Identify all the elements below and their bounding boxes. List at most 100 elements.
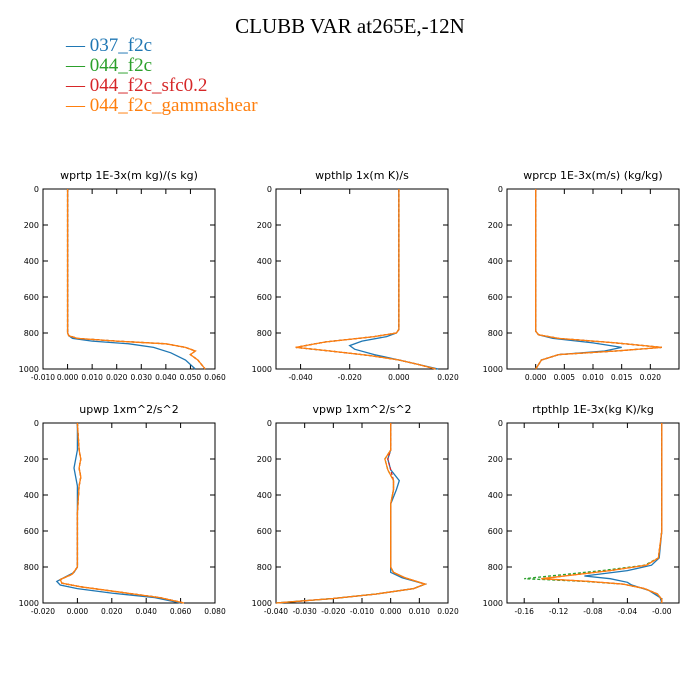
x-tick-label: -0.00 — [652, 607, 672, 616]
y-tick-label: 600 — [24, 527, 39, 536]
y-tick-label: 200 — [488, 455, 503, 464]
legend-item-037-f2c: — 037_f2c — [66, 35, 153, 56]
legend-label: 044_f2c — [89, 55, 153, 76]
y-tick-label: 800 — [24, 563, 39, 572]
legend: — 037_f2c — 044_f2c — 044_f2c_sfc0.2 — 0… — [66, 36, 258, 116]
series-line-044_f2c — [524, 423, 663, 603]
x-tick-label: 0.020 — [106, 373, 128, 382]
x-tick-label: 0.000 — [67, 607, 89, 616]
y-tick-label: 400 — [257, 491, 272, 500]
y-tick-label: 200 — [24, 455, 39, 464]
series-line-044_f2c_sfc0.2 — [295, 189, 436, 370]
y-tick-label: 800 — [24, 329, 39, 338]
x-tick-label: 0.040 — [135, 607, 157, 616]
y-tick-label: 400 — [488, 257, 503, 266]
series-line-044_f2c — [275, 423, 428, 604]
plot-frame — [42, 422, 216, 604]
series-line-044_f2c — [295, 189, 436, 370]
x-tick-label: 0.040 — [155, 373, 177, 382]
series-line-037_f2c — [584, 423, 663, 604]
legend-item-044-f2c: — 044_f2c — [66, 55, 153, 76]
panel-title: rtpthlp 1E-3x(kg K)/kg — [532, 403, 654, 416]
x-tick-label: 0.000 — [388, 373, 410, 382]
x-tick-label: 0.000 — [57, 373, 79, 382]
y-tick-label: 800 — [488, 329, 503, 338]
series-line-044_f2c_gammashear — [66, 189, 206, 370]
series-line-044_f2c_gammashear — [59, 422, 185, 604]
panel-2: wpthlp 1x(m K)/s 0 200 400 600 800 1000 -0.040 -… — [252, 169, 459, 382]
x-tick-label: 0.020 — [101, 607, 123, 616]
x-tick-label: 0.080 — [204, 607, 226, 616]
series-line-044_f2c_gammashear — [535, 189, 662, 370]
x-tick-label: 0.060 — [204, 373, 226, 382]
panel-title: wprtp 1E-3x(m kg)/(s kg) — [60, 169, 198, 182]
x-tick-label: -0.020 — [321, 607, 345, 616]
series-line-037_f2c — [348, 189, 439, 370]
series-line-044_f2c_sfc0.2 — [275, 423, 428, 604]
plot-frame — [275, 188, 449, 370]
y-tick-label: 0 — [34, 419, 39, 428]
y-tick-label: 600 — [488, 527, 503, 536]
panel-title: wprcp 1E-3x(m/s) (kg/kg) — [523, 169, 662, 182]
x-tick-label: 0.010 — [409, 607, 431, 616]
x-tick-label: -0.020 — [338, 373, 362, 382]
y-tick-label: 800 — [257, 563, 272, 572]
panel-title: vpwp 1xm^2/s^2 — [312, 403, 411, 416]
x-tick-label: 0.000 — [525, 373, 547, 382]
x-tick-label: 0.005 — [554, 373, 576, 382]
y-tick-label: 0 — [498, 185, 503, 194]
y-tick-label: 1000 — [483, 365, 503, 374]
x-tick-label: 0.010 — [81, 373, 103, 382]
x-tick-label: -0.030 — [293, 607, 317, 616]
x-tick-label: -0.040 — [288, 373, 312, 382]
x-tick-label: -0.16 — [514, 607, 534, 616]
plot-frame — [506, 188, 680, 370]
figure-title: CLUBB VAR at265E,-12N — [235, 14, 465, 38]
y-tick-label: 1000 — [252, 599, 272, 608]
y-tick-label: 200 — [257, 455, 272, 464]
legend-label: 044_f2c_sfc0.2 — [89, 75, 208, 96]
legend-item-044-f2c-sfc0.2: — 044_f2c_sfc0.2 — [66, 75, 208, 96]
x-tick-label: -0.010 — [31, 373, 55, 382]
y-tick-label: 600 — [257, 293, 272, 302]
x-tick-label: 0.050 — [180, 373, 202, 382]
y-tick-label: 0 — [498, 419, 503, 428]
y-tick-label: 0 — [267, 419, 272, 428]
x-tick-label: -0.020 — [31, 607, 55, 616]
y-tick-label: 400 — [257, 257, 272, 266]
y-tick-label: 200 — [488, 221, 503, 230]
series-line-037_f2c — [55, 423, 181, 604]
series-line-044_f2c_gammashear — [541, 423, 663, 603]
y-tick-label: 600 — [488, 293, 503, 302]
y-tick-label: 800 — [488, 563, 503, 572]
x-tick-label: 0.020 — [437, 373, 459, 382]
y-tick-label: 400 — [24, 491, 39, 500]
y-tick-label: 1000 — [252, 365, 272, 374]
x-tick-label: 0.020 — [437, 607, 459, 616]
x-tick-label: -0.04 — [618, 607, 638, 616]
panel-3: wprcp 1E-3x(m/s) (kg/kg) 0 200 400 600 800 100… — [483, 169, 680, 382]
x-tick-label: -0.12 — [549, 607, 569, 616]
y-tick-label: 400 — [24, 257, 39, 266]
panel-title: upwp 1xm^2/s^2 — [79, 403, 179, 416]
plot-frame — [275, 422, 449, 604]
legend-label: 044_f2c_gammashear — [89, 95, 258, 116]
x-tick-label: -0.040 — [264, 607, 288, 616]
panel-4: upwp 1xm^2/s^2 0 200 400 600 800 1000-0.020 0.0… — [19, 403, 226, 616]
x-tick-label: 0.030 — [131, 373, 153, 382]
y-tick-label: 0 — [267, 185, 272, 194]
legend-label: 037_f2c — [89, 35, 153, 56]
panel-6: rtpthlp 1E-3x(kg K)/kg 0 200 400 600 800 1000 -… — [483, 403, 680, 616]
x-tick-label: -0.010 — [350, 607, 374, 616]
plot-frame — [42, 188, 216, 370]
y-tick-label: 200 — [24, 221, 39, 230]
x-tick-label: 0.010 — [582, 373, 604, 382]
y-tick-label: 600 — [24, 293, 39, 302]
y-tick-label: 1000 — [19, 599, 39, 608]
panel-1: wprtp 1E-3x(m kg)/(s kg) 0 200 400 600 800 100… — [19, 169, 226, 382]
y-tick-label: 600 — [257, 527, 272, 536]
series-line-037_f2c — [275, 423, 428, 604]
series-line-044_f2c_gammashear — [275, 423, 428, 604]
y-tick-label: 1000 — [483, 599, 503, 608]
